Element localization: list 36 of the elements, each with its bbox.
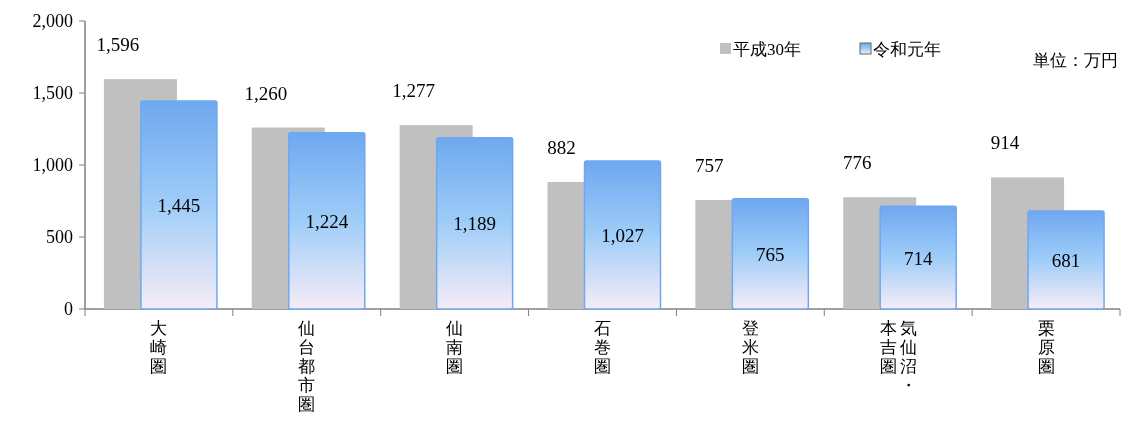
y-tick-label: 1,500 [32, 83, 73, 103]
bar [583, 160, 662, 310]
category: 気仙沼・本吉圏 [879, 319, 917, 395]
data-label: 757 [695, 154, 724, 176]
y-tick-label: 500 [46, 227, 73, 247]
annotation: 単位：万円 [1033, 51, 1118, 70]
category: 登米圏 [741, 319, 759, 376]
data-label: 882 [547, 136, 576, 158]
y-tick-label: 0 [64, 299, 73, 319]
category: 大崎圏 [150, 319, 168, 376]
data-label: 1,277 [392, 80, 436, 102]
y-tick-label: 1,000 [32, 155, 73, 175]
data-label: 1,260 [244, 82, 288, 104]
data-label: 914 [990, 132, 1020, 154]
bar [1027, 210, 1105, 310]
bar [140, 100, 218, 310]
legend-label: 平成30年 [733, 40, 801, 59]
category: 栗原圏 [1037, 319, 1055, 376]
data-label: 714 [903, 247, 933, 269]
bar [731, 198, 810, 310]
data-label: 1,189 [453, 213, 497, 235]
data-label: 1,224 [305, 210, 349, 232]
data-label: 765 [756, 243, 785, 265]
category: 仙台都市圏 [298, 319, 316, 414]
bar [435, 137, 514, 310]
category: 石巻圏 [594, 319, 611, 376]
data-label: 1,027 [601, 225, 644, 247]
data-label: 1,596 [96, 34, 140, 56]
data-label: 1,445 [157, 194, 201, 216]
legend-label: 令和元年 [873, 40, 941, 59]
category: 仙南圏 [446, 319, 464, 376]
y-tick-label: 2,000 [32, 11, 73, 31]
bar [288, 131, 366, 310]
data-label: 776 [842, 152, 872, 174]
data-label: 681 [1051, 249, 1081, 271]
bar [879, 205, 957, 310]
